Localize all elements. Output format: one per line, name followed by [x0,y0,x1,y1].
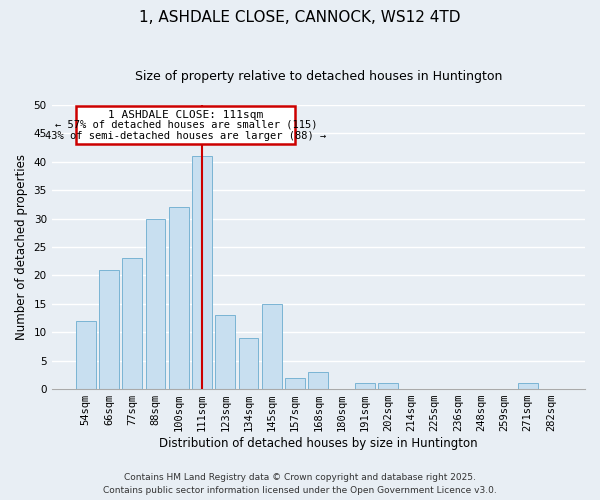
Bar [378,384,398,389]
Bar [192,156,212,389]
Bar [122,258,142,389]
Text: ← 57% of detached houses are smaller (115): ← 57% of detached houses are smaller (11… [55,120,317,130]
Bar [215,315,235,389]
FancyBboxPatch shape [76,106,295,144]
Bar [308,372,328,389]
Text: 1 ASHDALE CLOSE: 111sqm: 1 ASHDALE CLOSE: 111sqm [108,110,263,120]
Y-axis label: Number of detached properties: Number of detached properties [15,154,28,340]
Text: Contains HM Land Registry data © Crown copyright and database right 2025.
Contai: Contains HM Land Registry data © Crown c… [103,474,497,495]
Bar [239,338,259,389]
Bar [355,384,375,389]
Bar [518,384,538,389]
Text: 43% of semi-detached houses are larger (88) →: 43% of semi-detached houses are larger (… [45,131,326,141]
X-axis label: Distribution of detached houses by size in Huntington: Distribution of detached houses by size … [159,437,478,450]
Bar [146,218,166,389]
Bar [76,321,95,389]
Text: 1, ASHDALE CLOSE, CANNOCK, WS12 4TD: 1, ASHDALE CLOSE, CANNOCK, WS12 4TD [139,10,461,25]
Bar [169,208,188,389]
Bar [262,304,282,389]
Title: Size of property relative to detached houses in Huntington: Size of property relative to detached ho… [134,70,502,83]
Bar [285,378,305,389]
Bar [99,270,119,389]
